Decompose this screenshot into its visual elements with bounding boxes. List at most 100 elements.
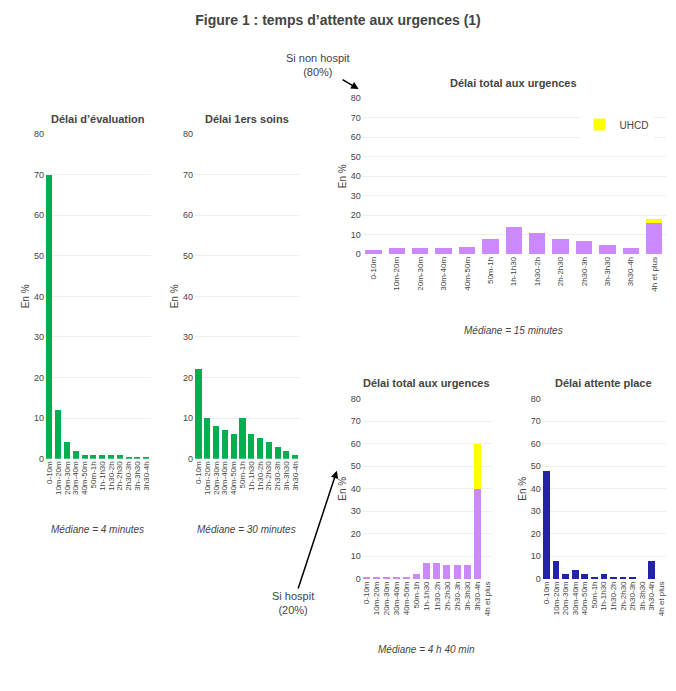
svg-text:Délai attente place: Délai attente place — [555, 377, 652, 389]
svg-text:20m-30m: 20m-30m — [382, 581, 391, 615]
svg-text:40: 40 — [351, 484, 361, 494]
svg-text:80: 80 — [34, 129, 44, 139]
svg-text:0-10m: 0-10m — [45, 461, 54, 484]
svg-text:2h30-3h: 2h30-3h — [273, 461, 282, 490]
svg-text:Si non hospit(80%): Si non hospit(80%) — [286, 52, 350, 78]
svg-text:3h-3h30: 3h-3h30 — [463, 581, 472, 611]
svg-text:Médiane = 4 h 40 min: Médiane = 4 h 40 min — [378, 644, 475, 655]
svg-text:En %: En % — [337, 477, 348, 501]
svg-text:3h30-4h: 3h30-4h — [291, 461, 300, 490]
svg-text:3h30-4h: 3h30-4h — [473, 581, 482, 610]
svg-text:0: 0 — [356, 574, 361, 584]
svg-text:3h30-4h: 3h30-4h — [142, 461, 151, 490]
svg-text:En %: En % — [20, 284, 31, 308]
svg-text:0: 0 — [536, 574, 541, 584]
svg-text:En %: En % — [337, 164, 348, 188]
svg-text:40m-50m: 40m-50m — [463, 257, 472, 291]
svg-text:30: 30 — [531, 506, 541, 516]
svg-text:3h30-4h: 3h30-4h — [647, 581, 656, 610]
svg-text:2h-2h30: 2h-2h30 — [115, 461, 124, 491]
svg-text:70: 70 — [34, 170, 44, 180]
svg-text:40m-50m: 40m-50m — [229, 461, 238, 495]
svg-text:En %: En % — [517, 477, 528, 501]
svg-text:2h-2h30: 2h-2h30 — [619, 581, 628, 611]
svg-text:50m-1h: 50m-1h — [412, 581, 421, 608]
svg-text:10m-20m: 10m-20m — [54, 461, 63, 495]
svg-text:30: 30 — [34, 332, 44, 342]
svg-text:10: 10 — [34, 413, 44, 423]
svg-text:50m-1h: 50m-1h — [238, 461, 247, 488]
svg-text:10m-20m: 10m-20m — [372, 581, 381, 615]
svg-text:0-10m: 0-10m — [362, 581, 371, 604]
svg-text:3h-3h30: 3h-3h30 — [638, 581, 647, 611]
svg-text:10m-20m: 10m-20m — [203, 461, 212, 495]
svg-text:60: 60 — [531, 439, 541, 449]
svg-text:20m-30m: 20m-30m — [212, 461, 221, 495]
svg-text:20: 20 — [531, 529, 541, 539]
svg-text:10: 10 — [351, 551, 361, 561]
svg-text:20m-30m: 20m-30m — [416, 257, 425, 291]
svg-text:20: 20 — [183, 373, 193, 383]
svg-text:60: 60 — [351, 439, 361, 449]
svg-text:50: 50 — [34, 251, 44, 261]
svg-text:1h-1h30: 1h-1h30 — [423, 581, 432, 611]
svg-text:4h et plus: 4h et plus — [650, 257, 659, 292]
svg-text:60: 60 — [351, 132, 361, 142]
svg-text:Délai total aux urgences: Délai total aux urgences — [363, 377, 490, 389]
svg-text:0: 0 — [39, 454, 44, 464]
svg-text:1h30-2h: 1h30-2h — [433, 581, 442, 610]
svg-text:50: 50 — [183, 251, 193, 261]
svg-text:30m-40m: 30m-40m — [571, 581, 580, 615]
svg-text:1h30-2h: 1h30-2h — [609, 581, 618, 610]
svg-text:1h30-2h: 1h30-2h — [533, 257, 542, 286]
svg-text:30: 30 — [351, 191, 361, 201]
svg-text:3h-3h30: 3h-3h30 — [603, 256, 612, 286]
svg-text:60: 60 — [183, 210, 193, 220]
svg-text:40: 40 — [531, 484, 541, 494]
svg-text:3h30-4h: 3h30-4h — [626, 257, 635, 286]
svg-text:0: 0 — [356, 249, 361, 259]
svg-text:50: 50 — [531, 461, 541, 471]
svg-text:4h et plus: 4h et plus — [657, 581, 666, 616]
svg-text:2h30-3h: 2h30-3h — [124, 461, 133, 490]
svg-text:2h-2h30: 2h-2h30 — [556, 256, 565, 286]
svg-text:40: 40 — [34, 292, 44, 302]
svg-text:40: 40 — [183, 292, 193, 302]
svg-text:1h30-2h: 1h30-2h — [256, 461, 265, 490]
svg-text:20: 20 — [34, 373, 44, 383]
svg-text:60: 60 — [34, 210, 44, 220]
svg-text:80: 80 — [351, 93, 361, 103]
svg-text:50m-1h: 50m-1h — [486, 257, 495, 284]
svg-text:2h-2h30: 2h-2h30 — [443, 581, 452, 611]
svg-text:3h-3h30: 3h-3h30 — [282, 461, 291, 491]
svg-text:50m-1h: 50m-1h — [89, 461, 98, 488]
svg-text:UHCD: UHCD — [620, 120, 649, 131]
svg-text:40m-50m: 40m-50m — [580, 581, 589, 615]
svg-text:10: 10 — [531, 551, 541, 561]
svg-text:Délai d’évaluation: Délai d’évaluation — [51, 113, 145, 125]
svg-text:80: 80 — [351, 394, 361, 404]
svg-text:30: 30 — [183, 332, 193, 342]
svg-text:70: 70 — [351, 113, 361, 123]
svg-text:0-10m: 0-10m — [194, 461, 203, 484]
svg-text:1h-1h30: 1h-1h30 — [247, 461, 256, 491]
svg-text:20: 20 — [351, 529, 361, 539]
svg-text:1h-1h30: 1h-1h30 — [98, 461, 107, 491]
svg-text:40: 40 — [351, 171, 361, 181]
svg-text:2h-2h30: 2h-2h30 — [264, 461, 273, 491]
svg-text:Médiane = 15 minutes: Médiane = 15 minutes — [464, 325, 563, 336]
svg-text:2h30-3h: 2h30-3h — [580, 257, 589, 286]
svg-text:80: 80 — [531, 394, 541, 404]
svg-text:50: 50 — [351, 152, 361, 162]
svg-text:30m-40m: 30m-40m — [392, 581, 401, 615]
svg-text:0-10m: 0-10m — [542, 581, 551, 604]
svg-text:70: 70 — [531, 416, 541, 426]
svg-text:Délai 1ers soins: Délai 1ers soins — [205, 113, 289, 125]
svg-text:Médiane = 4 minutes: Médiane = 4 minutes — [51, 524, 144, 535]
svg-text:Médiane = 30 minutes: Médiane = 30 minutes — [197, 524, 296, 535]
svg-text:30m-40m: 30m-40m — [439, 257, 448, 291]
svg-text:30m-40m: 30m-40m — [71, 461, 80, 495]
svg-text:1h30-2h: 1h30-2h — [107, 461, 116, 490]
svg-text:2h30-3h: 2h30-3h — [453, 581, 462, 610]
svg-text:10m-20m: 10m-20m — [552, 581, 561, 615]
